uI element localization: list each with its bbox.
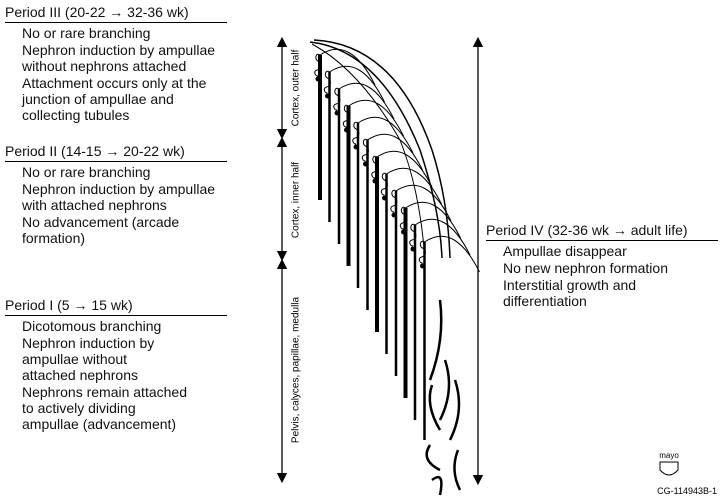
nephron-loop: [399, 206, 407, 230]
nephron-loop: [361, 138, 369, 162]
nephron-loop: [418, 240, 426, 264]
ampulla: [372, 178, 378, 184]
item-line: Interstitial growth and: [503, 277, 637, 293]
arcade: [357, 116, 414, 154]
branch: [431, 475, 443, 496]
item-line: junction of ampullae and: [22, 91, 174, 107]
item-line: Nephron induction by: [22, 335, 155, 351]
arcade: [338, 82, 395, 120]
branch: [428, 299, 443, 381]
arcade: [348, 99, 404, 137]
nephron-loop: [342, 104, 350, 128]
item-line: attached nephrons: [22, 367, 138, 383]
arcade: [405, 201, 461, 239]
ampulla: [353, 144, 359, 150]
period-item: No or rare branching: [5, 164, 227, 180]
item-line: No or rare branching: [22, 25, 151, 41]
item-line: formation): [22, 230, 86, 246]
arcade: [395, 184, 452, 222]
logo-text: mayo: [659, 451, 679, 460]
logo-shield: [659, 461, 679, 476]
ampulla: [315, 76, 321, 82]
item-line: ampullae (advancement): [22, 416, 177, 432]
period-item: Nephron induction by ampullae without nep…: [5, 42, 227, 74]
arcade: [329, 65, 385, 103]
zone-arrows: [276, 36, 484, 486]
zone-label: Cortex, outer half: [291, 49, 302, 126]
period-item: Interstitial growth and differentiation: [486, 277, 718, 309]
ampulla: [420, 263, 425, 269]
item-line: to actively dividing: [22, 400, 136, 416]
ampulla: [391, 212, 397, 218]
item-line: No new nephron formation: [503, 260, 668, 276]
arcade: [376, 150, 433, 188]
period-item: No or rare branching: [5, 25, 227, 41]
nephron-loop: [390, 189, 398, 213]
period-title: Period IV (32-36 wk → adult life): [486, 222, 718, 241]
ampulla: [334, 110, 340, 116]
ampulla: [325, 93, 330, 99]
period-title: Period I (5 → 15 wk): [5, 297, 227, 316]
period-title: Period II (14-15 → 20-22 wk): [5, 143, 227, 162]
branch: [425, 444, 441, 472]
period-block: Period III (20-22 → 32-36 wk) No or rare …: [5, 4, 227, 124]
item-line: Dicotomous branching: [22, 318, 162, 334]
nephron-loop: [371, 155, 379, 179]
period-item: Ampullae disappear: [486, 243, 718, 259]
item-line: differentiation: [503, 293, 587, 309]
period-block: Period I (5 → 15 wk) Dicotomous branching…: [5, 297, 227, 433]
arcade: [386, 167, 442, 205]
item-line: collecting tubules: [22, 107, 130, 123]
figure-code: CG-114943B-1: [657, 486, 717, 496]
period-item: Nephron induction by ampullae without atta…: [5, 335, 227, 383]
ampulla: [401, 229, 406, 235]
period-item: Attachment occurs only at the junction of…: [5, 75, 227, 123]
item-line: ampullae without: [22, 351, 128, 367]
ampulla: [344, 127, 349, 133]
branch: [448, 379, 461, 441]
arcade: [414, 218, 471, 256]
branch: [438, 359, 451, 421]
nephron-loop: [409, 223, 417, 247]
nephron-drawing: [309, 39, 480, 496]
item-line: without nephrons attached: [22, 58, 187, 74]
branch: [428, 384, 442, 431]
period-item: No new nephron formation: [486, 260, 718, 276]
nephron-loop: [333, 87, 341, 111]
arcade: [319, 48, 376, 86]
period-block: Period IV (32-36 wk → adult life) Ampulla…: [486, 222, 718, 310]
arcade: [424, 235, 480, 273]
nephron-loop: [323, 70, 331, 94]
ampulla: [382, 195, 387, 201]
period-block: Period II (14-15 → 20-22 wk) No or rare b…: [5, 143, 227, 247]
nephron-loop: [314, 53, 322, 77]
ampulla: [363, 161, 368, 167]
item-line: No or rare branching: [22, 164, 151, 180]
nephron-loop: [352, 121, 360, 145]
period-title: Period III (20-22 → 32-36 wk): [5, 4, 227, 23]
item-line: Nephron induction by ampullae: [22, 42, 216, 58]
ampulla: [410, 246, 416, 252]
item-line: Ampullae disappear: [503, 243, 627, 259]
item-line: Nephron induction by ampullae: [22, 181, 216, 197]
period-item: Nephron induction by ampullae with attach…: [5, 181, 227, 213]
zone-label: Pelvis, calyces, papillae, medulla: [291, 296, 302, 443]
item-line: No advancement (arcade: [22, 214, 180, 230]
item-line: with attached nephrons: [22, 197, 167, 213]
zone-label: Cortex, inner half: [291, 162, 302, 238]
item-line: Nephrons remain attached: [22, 384, 187, 400]
period-item: No advancement (arcade formation): [5, 214, 227, 246]
item-line: Attachment occurs only at the: [22, 75, 207, 91]
nephron-loop: [380, 172, 388, 196]
period-item: Dicotomous branching: [5, 318, 227, 334]
period-item: Nephrons remain attached to actively divi…: [5, 384, 227, 432]
branch: [453, 449, 462, 491]
arcade: [367, 133, 423, 171]
